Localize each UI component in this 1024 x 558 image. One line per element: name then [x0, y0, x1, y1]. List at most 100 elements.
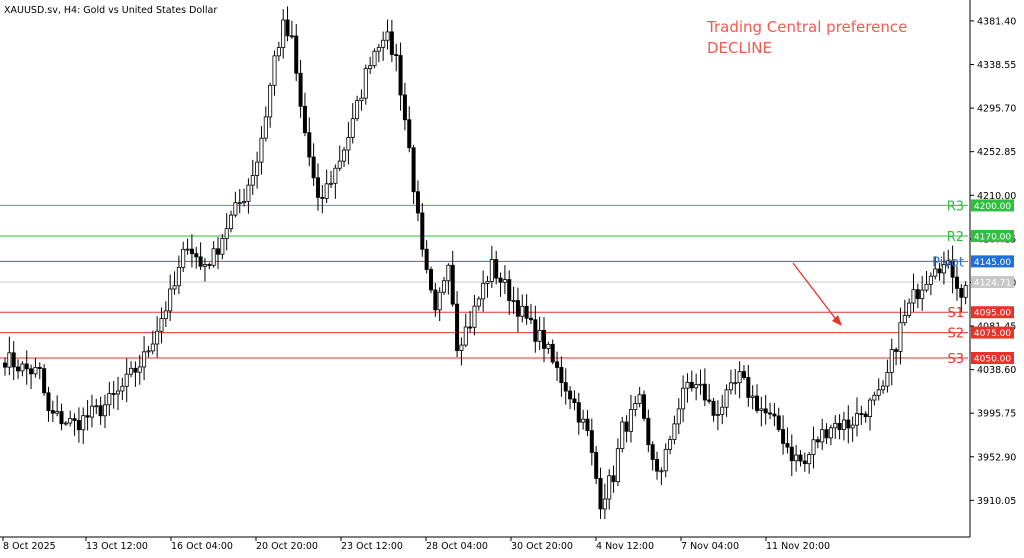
candle-bullish — [81, 415, 86, 431]
candle-bearish — [298, 72, 303, 107]
level-price-tag — [971, 229, 1014, 242]
candle-bullish — [481, 282, 486, 300]
candle-bullish — [176, 266, 181, 287]
candle-bullish — [581, 418, 586, 423]
candle-bearish — [542, 329, 547, 349]
candles — [3, 6, 968, 520]
candle-bearish — [894, 349, 899, 352]
candle-bullish — [698, 383, 703, 386]
candle-bullish — [33, 366, 38, 375]
candle-bearish — [555, 361, 560, 368]
candle-bullish — [142, 351, 147, 368]
candle-bearish — [798, 454, 803, 462]
candle-bullish — [255, 161, 260, 176]
candle-bullish — [120, 385, 125, 392]
level-price-tag — [971, 255, 1014, 268]
candle-bearish — [768, 412, 773, 415]
candle-bullish — [963, 285, 968, 298]
y-tick-label: 4381.40 — [977, 16, 1016, 27]
candle-bearish — [294, 35, 299, 74]
candle-bullish — [163, 310, 168, 320]
x-tick-label: 4 Nov 12:00 — [596, 541, 654, 552]
candle-bullish — [889, 349, 894, 373]
candle-bearish — [428, 269, 433, 291]
level-name-pivot: Pivot — [932, 255, 964, 270]
candle-bullish — [333, 167, 338, 184]
candle-bullish — [841, 419, 846, 430]
candle-bearish — [937, 268, 942, 274]
candle-bullish — [463, 326, 468, 346]
candle-bearish — [641, 394, 646, 419]
candle-bearish — [3, 362, 8, 368]
y-tick-label: 4210.00 — [977, 191, 1016, 202]
candle-bearish — [85, 415, 90, 418]
candle-bullish — [733, 382, 738, 385]
candle-bullish — [546, 343, 551, 349]
candle-bearish — [711, 400, 716, 416]
candle-bullish — [224, 228, 229, 239]
candle-bullish — [941, 264, 946, 274]
level-price-tag — [971, 199, 1014, 212]
candle-bullish — [668, 439, 673, 450]
y-tick-label: 3952.90 — [977, 452, 1016, 463]
y-tick-label: 3995.75 — [977, 409, 1016, 420]
candle-bullish — [659, 470, 664, 473]
candle-bullish — [876, 389, 881, 396]
candle-bearish — [420, 212, 425, 250]
candle-bearish — [959, 288, 964, 298]
candle-bearish — [763, 408, 768, 414]
x-axis: 8 Oct 2025 13 Oct 12:00 16 Oct 04:00 20 Oct… — [2, 537, 830, 552]
candle-bullish — [281, 19, 286, 48]
annotation-line-1: Trading Central preference — [706, 18, 907, 36]
candle-bullish — [102, 404, 107, 417]
candle-bullish — [715, 413, 720, 416]
candle-bearish — [289, 35, 294, 38]
candle-bullish — [68, 418, 73, 424]
candle-bullish — [342, 149, 347, 162]
candle-bullish — [794, 454, 799, 462]
candle-bearish — [189, 248, 194, 255]
candle-bearish — [76, 420, 81, 431]
x-tick-label: 20 Oct 20:00 — [256, 541, 318, 552]
candle-bullish — [250, 175, 255, 186]
level-price-label: 4095.00 — [974, 309, 1011, 319]
candle-bullish — [833, 422, 838, 429]
candle-bullish — [807, 454, 812, 465]
y-tick-label: 4252.85 — [977, 147, 1016, 158]
candle-bearish — [611, 475, 616, 483]
candle-bearish — [411, 147, 416, 193]
candle-bearish — [624, 421, 629, 432]
candle-bearish — [568, 390, 573, 400]
candle-bullish — [372, 50, 377, 67]
candle-bullish — [928, 275, 933, 285]
candle-bearish — [563, 382, 568, 392]
candle-bearish — [576, 402, 581, 423]
candle-bullish — [155, 330, 160, 345]
x-tick-label: 11 Nov 20:00 — [766, 541, 830, 552]
candle-bullish — [259, 137, 264, 163]
candle-bearish — [550, 343, 555, 363]
candle-bullish — [324, 183, 329, 199]
candle-bullish — [920, 289, 925, 300]
candle-bearish — [950, 260, 955, 278]
candle-bearish — [785, 443, 790, 448]
candle-bullish — [129, 367, 134, 375]
level-name-r3: R3 — [947, 199, 964, 214]
candle-bullish — [242, 200, 247, 204]
candle-bearish — [498, 277, 503, 283]
candle-bullish — [168, 288, 173, 312]
arrow-shaft — [792, 262, 839, 323]
candle-bearish — [789, 446, 794, 462]
y-tick-label: 4295.70 — [977, 104, 1016, 115]
candle-bearish — [702, 383, 707, 401]
candle-bullish — [924, 283, 929, 291]
level-name-s2: S2 — [947, 327, 964, 342]
candle-bearish — [598, 477, 603, 510]
candle-bullish — [676, 408, 681, 425]
candle-bearish — [16, 366, 21, 372]
chart-header: XAUUSD.sv, H4: Gold vs United States Dol… — [4, 5, 217, 16]
level-price-label: 4200.00 — [974, 202, 1011, 212]
candle-bullish — [628, 409, 633, 432]
